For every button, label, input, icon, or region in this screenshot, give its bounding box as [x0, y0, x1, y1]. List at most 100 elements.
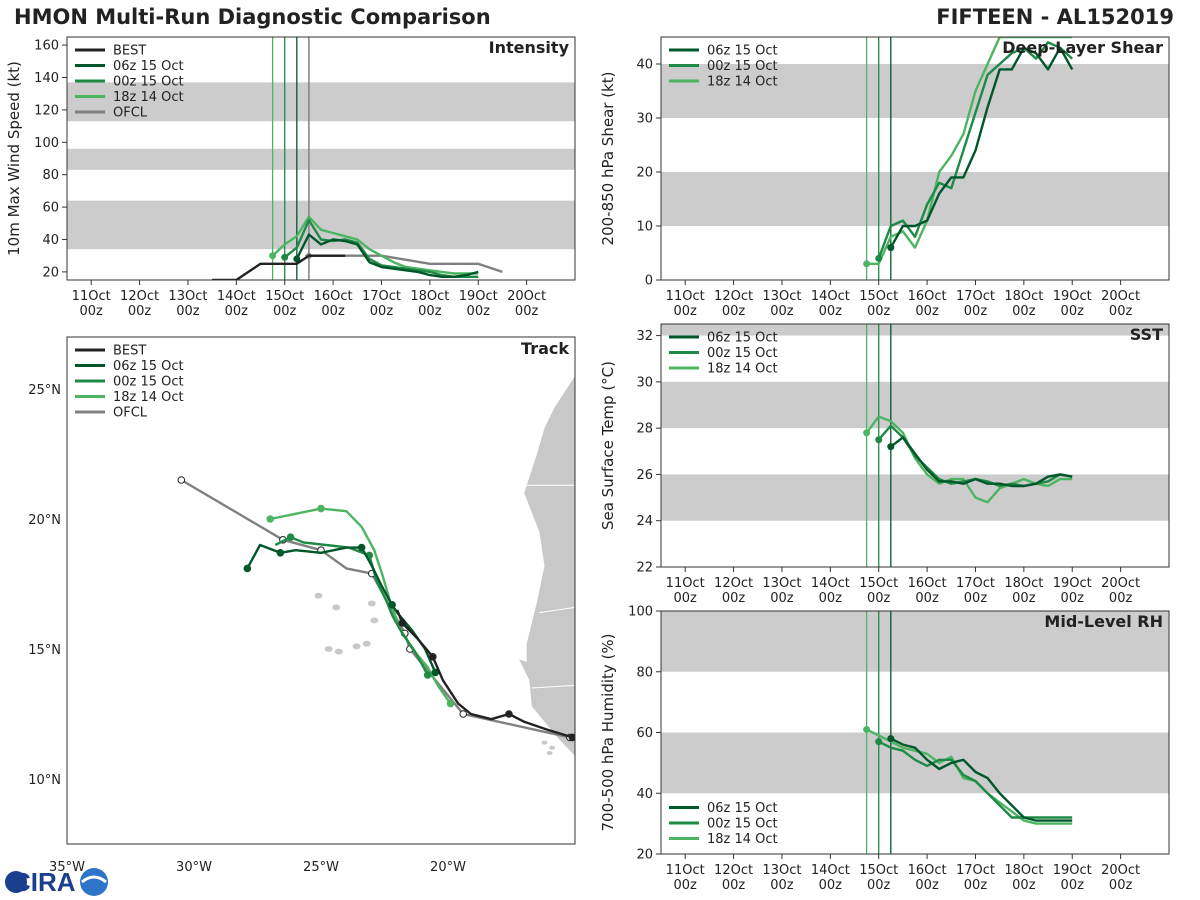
- x-tick-label: 00z: [770, 591, 794, 606]
- bijagos-island: [549, 745, 556, 750]
- x-tick-label: 00z: [819, 304, 843, 319]
- x-tick-label: 00z: [176, 304, 200, 319]
- track-point: [398, 619, 407, 627]
- x-tick-label: 14Oct: [811, 863, 850, 878]
- x-tick-label: 00z: [867, 304, 891, 319]
- cira-logo-text: CIRA: [12, 867, 76, 897]
- bijagos-island: [541, 740, 548, 745]
- x-tick-label: 00z: [867, 591, 891, 606]
- x-tick-label: 17Oct: [956, 576, 995, 591]
- x-tick-label: 16Oct: [314, 289, 353, 304]
- x-tick-label: 15Oct: [859, 863, 898, 878]
- x-tick-label: 19Oct: [459, 289, 498, 304]
- x-tick-label: 00z: [915, 304, 939, 319]
- x-tick-label: 17Oct: [362, 289, 401, 304]
- series-marker: [887, 244, 895, 252]
- x-tick-label: 00z: [225, 304, 249, 319]
- x-tick-label: 18Oct: [1004, 576, 1043, 591]
- track-point: [568, 733, 575, 742]
- bijagos-island: [546, 751, 553, 755]
- plot-area-intensity: [67, 37, 575, 280]
- legend-label: 18z 14 Oct: [113, 90, 184, 105]
- cape-verde-island: [370, 617, 379, 624]
- lat-label: 15°N: [28, 643, 61, 658]
- legend-label: BEST: [113, 44, 146, 59]
- x-tick-label: 20Oct: [1101, 289, 1140, 304]
- series-marker: [293, 255, 301, 263]
- panel-title: Deep-Layer Shear: [1002, 38, 1163, 57]
- track-line-best: [396, 609, 573, 739]
- panel-intensity: 2040608010012014016011Oct00z12Oct00z13Oc…: [5, 36, 576, 319]
- y-tick-label: 80: [42, 168, 59, 183]
- y-tick-label: 60: [42, 201, 59, 216]
- x-tick-label: 00z: [418, 304, 442, 319]
- legend-label: BEST: [113, 344, 146, 359]
- track-point: [266, 515, 275, 523]
- series-line-run_00z: [878, 740, 1073, 819]
- lon-label: 35°W: [49, 860, 85, 875]
- y-tick-label: 40: [42, 233, 59, 248]
- series-marker: [863, 725, 871, 733]
- x-tick-label: 00z: [770, 878, 794, 893]
- series-line-best: [212, 254, 346, 280]
- series-marker: [863, 260, 871, 268]
- panel-rh: 2040608010011Oct00z12Oct00z13Oct00z14Oct…: [599, 605, 1170, 893]
- x-tick-label: 00z: [321, 304, 345, 319]
- x-tick-label: 13Oct: [762, 289, 801, 304]
- series-line-run_18z: [271, 215, 479, 275]
- y-tick-label: 140: [34, 71, 59, 86]
- cape-verde-island: [362, 640, 371, 647]
- x-tick-label: 16Oct: [908, 289, 947, 304]
- x-tick-label: 00z: [674, 304, 698, 319]
- track-line-run_00z: [274, 536, 429, 676]
- panel-title: SST: [1130, 325, 1163, 344]
- panel-sst: 22242628303211Oct00z12Oct00z13Oct00z14Oc…: [599, 323, 1170, 606]
- panel-frame: [66, 36, 576, 281]
- legend-label: 06z 15 Oct: [707, 801, 778, 816]
- x-tick-label: 00z: [1109, 591, 1133, 606]
- series-line-run_06z: [295, 233, 479, 278]
- plot-area-rh: [661, 611, 1169, 854]
- x-tick-label: 13Oct: [762, 863, 801, 878]
- x-tick-label: 00z: [1012, 304, 1036, 319]
- x-tick-label: 00z: [964, 591, 988, 606]
- x-tick-label: 00z: [819, 591, 843, 606]
- x-tick-label: 00z: [80, 304, 104, 319]
- shaded-band: [661, 172, 1169, 226]
- x-tick-label: 00z: [674, 878, 698, 893]
- x-tick-label: 00z: [674, 591, 698, 606]
- cira-logo-circle-left: [5, 871, 27, 893]
- track-point: [505, 710, 513, 718]
- x-tick-label: 12Oct: [714, 863, 753, 878]
- cira-logo-globe: [80, 868, 108, 896]
- lat-label: 25°N: [28, 383, 61, 398]
- cira-logo-swoosh: [81, 875, 107, 884]
- x-tick-label: 11Oct: [666, 289, 705, 304]
- map-area: [177, 376, 575, 756]
- cira-logo-icon: CIRA: [5, 867, 108, 897]
- legend-label: 18z 14 Oct: [707, 832, 778, 847]
- y-tick-label: 20: [636, 166, 653, 181]
- x-tick-label: 11Oct: [72, 289, 111, 304]
- x-tick-label: 15Oct: [859, 576, 898, 591]
- x-tick-label: 14Oct: [811, 576, 850, 591]
- shaded-band: [661, 611, 1169, 672]
- legend-label: 00z 15 Oct: [707, 59, 778, 74]
- series-line-run_00z: [877, 41, 1073, 259]
- y-tick-label: 10: [636, 220, 653, 235]
- legend-label: 00z 15 Oct: [113, 375, 184, 390]
- track-point: [243, 564, 252, 573]
- shaded-band: [661, 474, 1169, 521]
- track-point: [428, 653, 437, 661]
- country-border: [531, 684, 575, 689]
- y-tick-label: 0: [645, 274, 653, 289]
- y-tick-label: 20: [636, 848, 653, 863]
- panel-shear: 01020304011Oct00z12Oct00z13Oct00z14Oct00…: [599, 36, 1170, 319]
- series-line-run_18z: [866, 37, 1073, 265]
- track-point: [317, 504, 325, 513]
- lon-label: 25°W: [303, 860, 339, 875]
- storm-id: FIFTEEN - AL152019: [936, 5, 1174, 29]
- x-tick-label: 00z: [1012, 591, 1036, 606]
- series-line-run_06z: [890, 737, 1073, 822]
- x-tick-label: 00z: [1012, 878, 1036, 893]
